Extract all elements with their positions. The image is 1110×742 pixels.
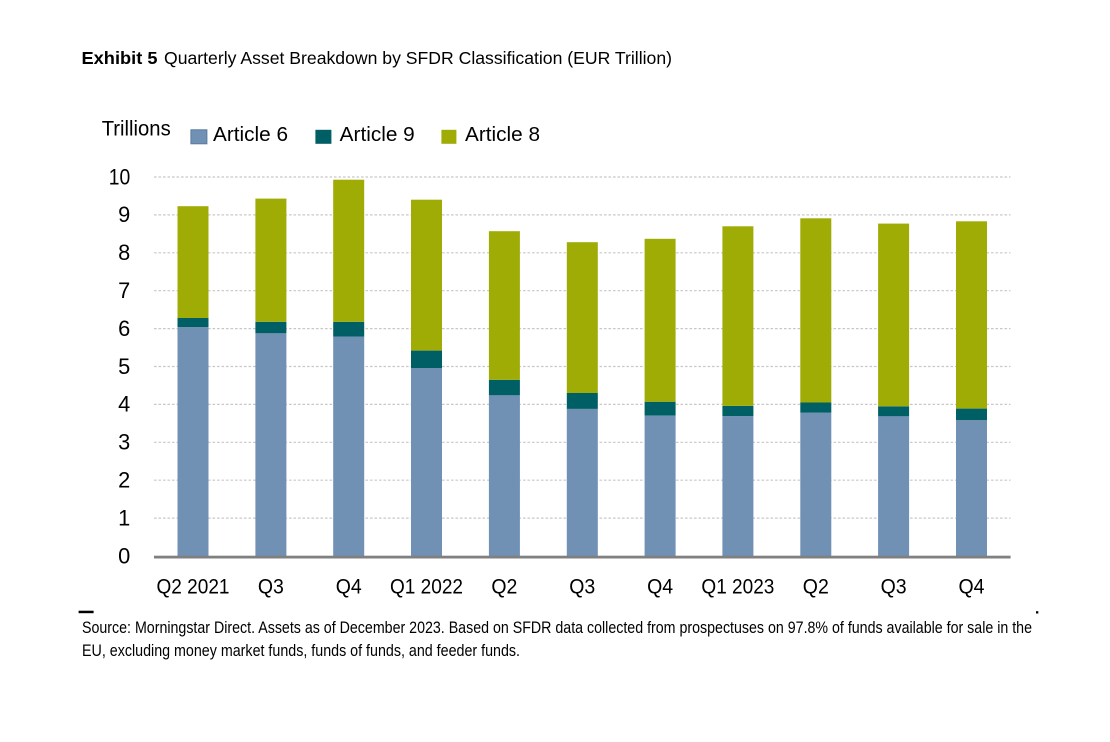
- svg-text:Q2: Q2: [803, 575, 829, 598]
- svg-text:9: 9: [118, 202, 130, 227]
- svg-text:Q4: Q4: [647, 575, 673, 598]
- svg-text:1: 1: [118, 505, 130, 530]
- svg-text:Q4: Q4: [959, 575, 985, 598]
- svg-text:4: 4: [118, 392, 130, 417]
- svg-text:Source: Morningstar Direct. As: Source: Morningstar Direct. Assets as of…: [82, 619, 1032, 637]
- svg-text:0: 0: [118, 543, 130, 568]
- svg-text:Q2: Q2: [491, 575, 517, 598]
- svg-text:3: 3: [118, 430, 130, 455]
- svg-text:Q1 2022: Q1 2022: [390, 575, 463, 598]
- svg-text:EU, excluding money market fun: EU, excluding money market funds, funds …: [82, 642, 520, 660]
- svg-text:Q3: Q3: [569, 575, 595, 598]
- svg-text:2: 2: [118, 468, 130, 493]
- svg-text:Exhibit 5: Exhibit 5: [82, 48, 158, 68]
- svg-text:7: 7: [118, 278, 130, 303]
- svg-text:8: 8: [118, 240, 130, 265]
- svg-text:Article 6: Article 6: [213, 123, 288, 146]
- svg-text:6: 6: [118, 316, 130, 341]
- svg-text:Q4: Q4: [336, 575, 362, 598]
- svg-text:Article 8: Article 8: [465, 123, 540, 146]
- svg-text:Quarterly Asset Breakdown by S: Quarterly Asset Breakdown by SFDR Classi…: [164, 48, 672, 68]
- svg-text:10: 10: [109, 164, 131, 189]
- svg-text:Q1 2023: Q1 2023: [701, 575, 774, 598]
- svg-text:5: 5: [118, 354, 130, 379]
- svg-text:Q2 2021: Q2 2021: [157, 575, 230, 598]
- svg-text:Q3: Q3: [881, 575, 907, 598]
- svg-text:Q3: Q3: [258, 575, 284, 598]
- svg-text:Trillions: Trillions: [102, 118, 171, 141]
- svg-text:Article 9: Article 9: [340, 123, 415, 146]
